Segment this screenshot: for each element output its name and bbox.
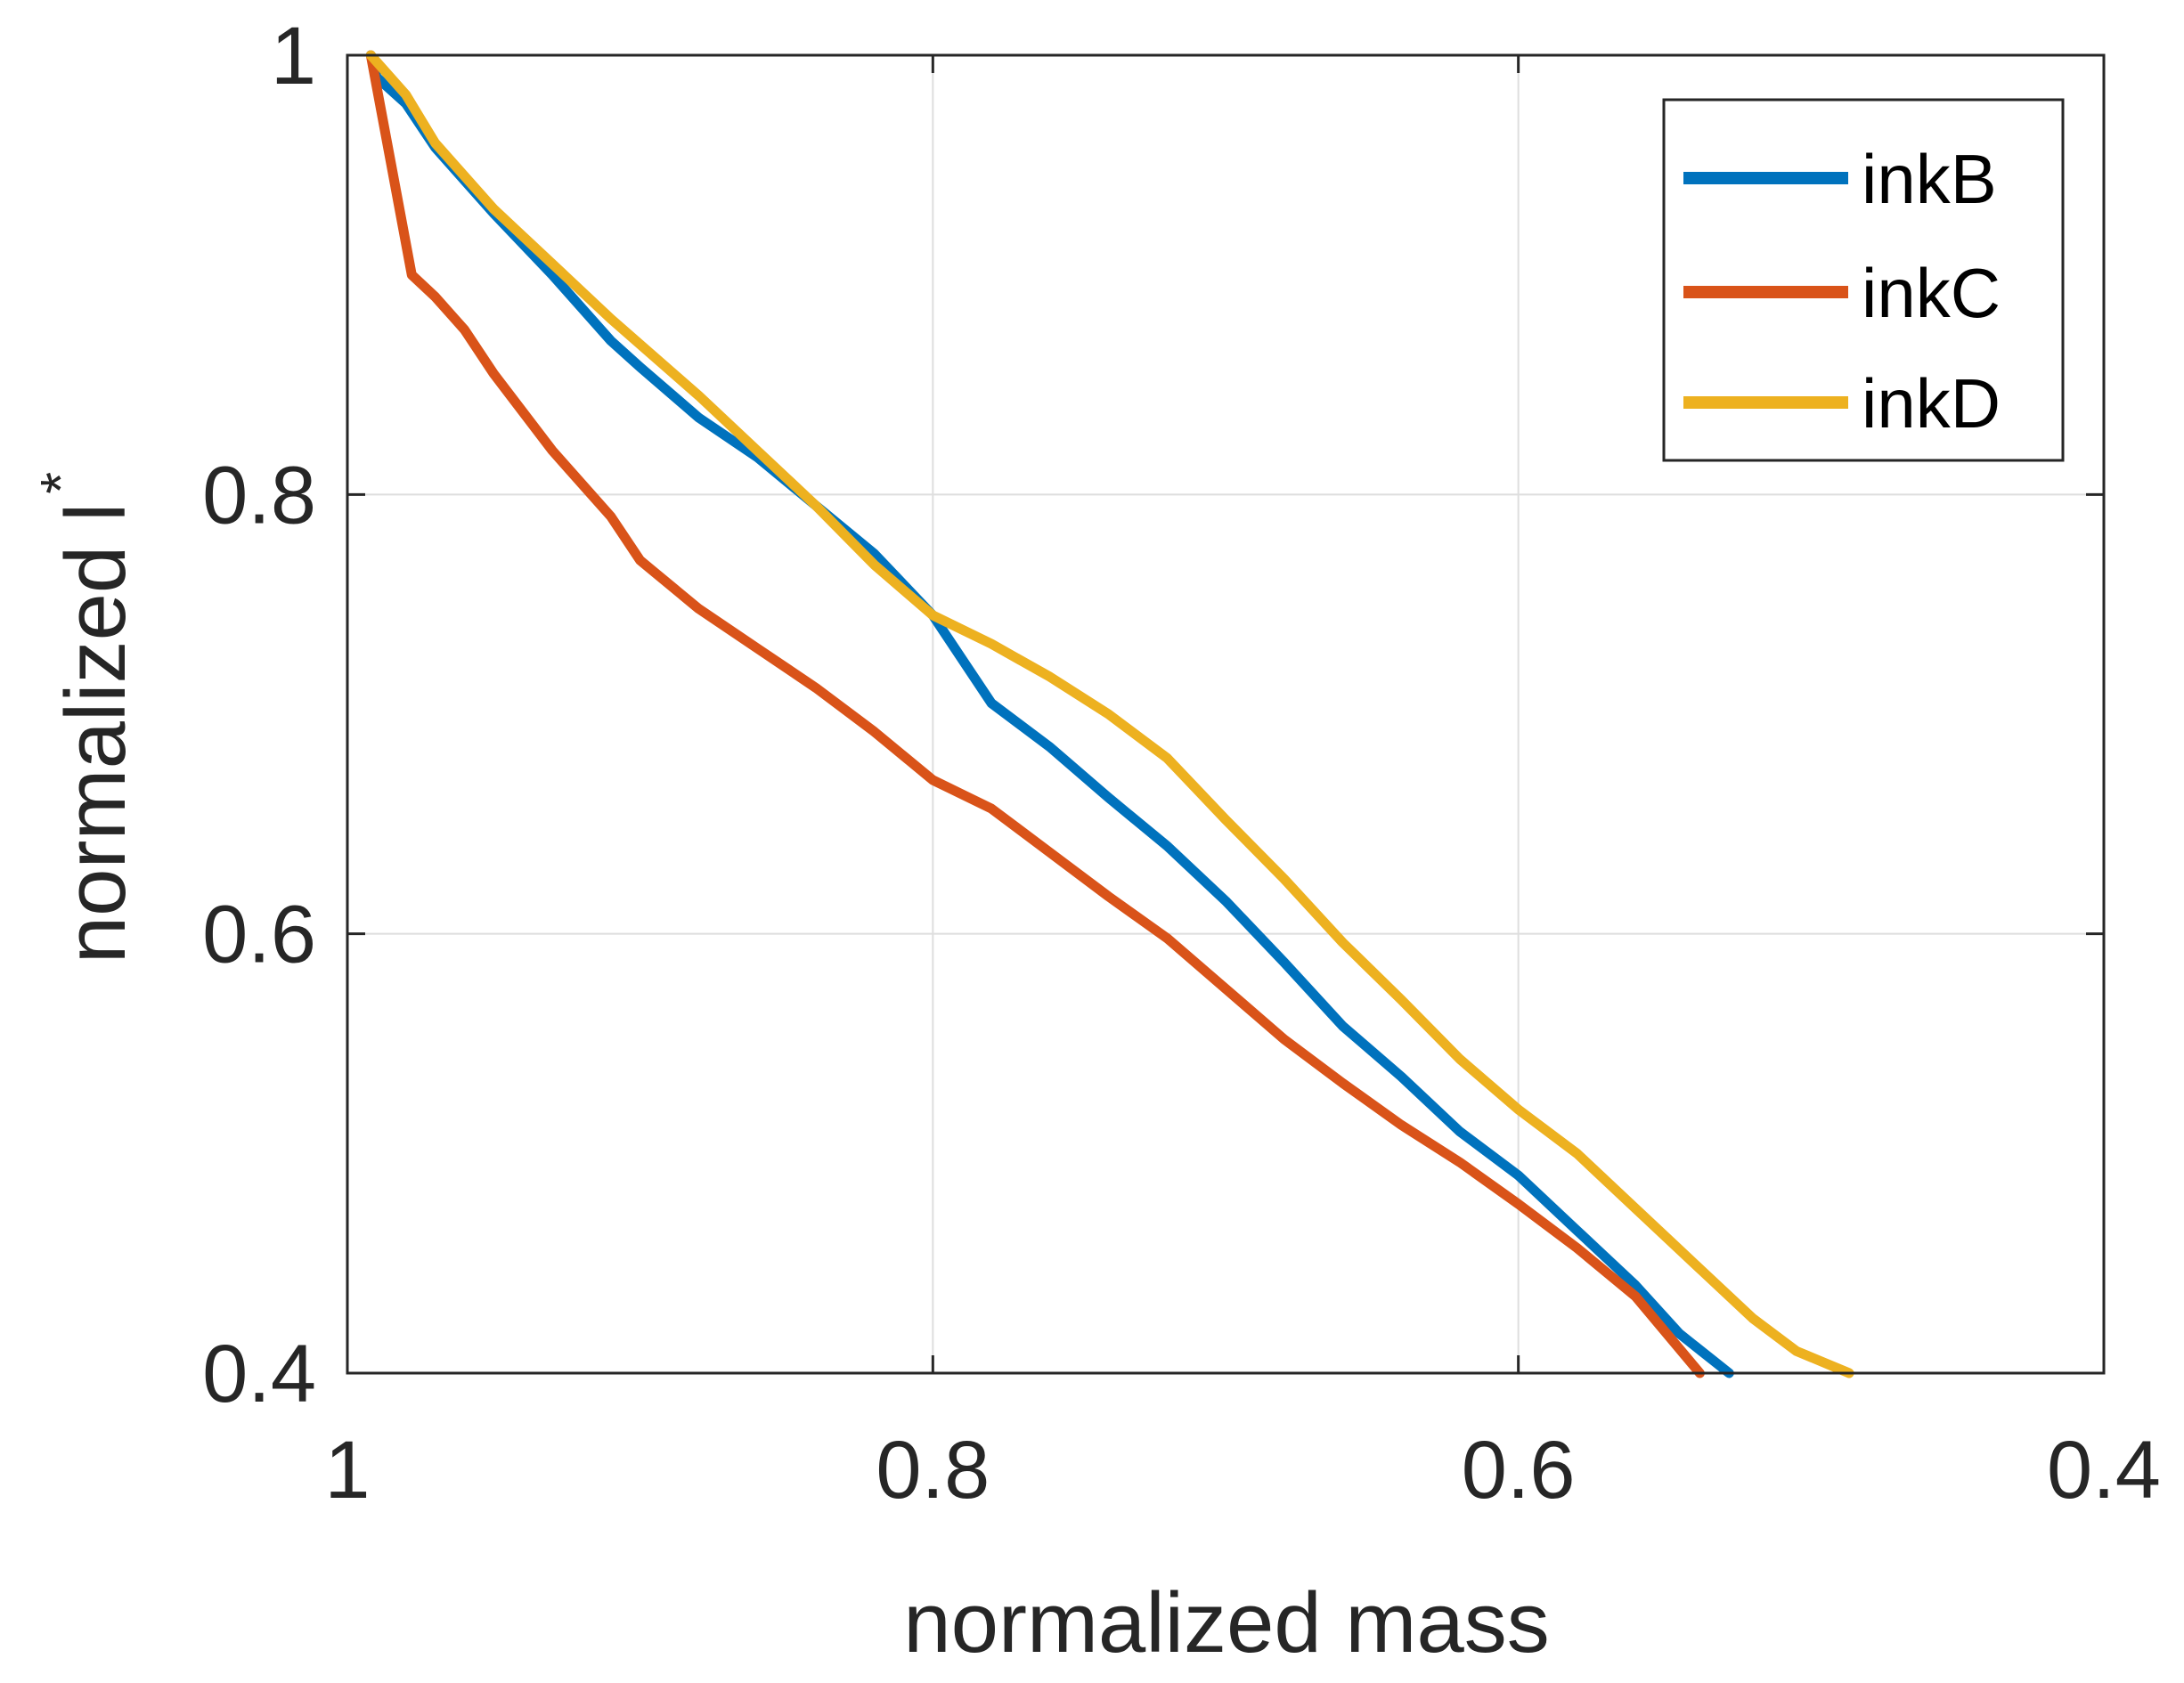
y-axis-label-superscript: * — [29, 472, 93, 494]
series-line-inkC — [365, 50, 1705, 1378]
x-tick-label: 0.4 — [2047, 1425, 2161, 1516]
y-tick-label: 1 — [271, 11, 316, 102]
x-tick-label: 0.6 — [1462, 1425, 1576, 1516]
y-tick-label: 0.4 — [202, 1329, 316, 1419]
plot-area-frame — [346, 53, 2106, 1375]
y-tick-label: 0.6 — [202, 890, 316, 980]
legend-label-inkC: inkC — [1862, 254, 2001, 332]
legend-label-inkB: inkB — [1862, 140, 1997, 218]
y-tick-labels: 0.4 0.6 0.8 1 — [202, 11, 316, 1419]
x-tick-labels: 1 0.8 0.6 0.4 — [324, 1425, 2161, 1516]
y-axis-label-group: normalized l * — [29, 472, 143, 963]
legend-label-inkD: inkD — [1862, 364, 2001, 443]
legend: inkB inkC inkD — [1662, 98, 2065, 462]
y-axis-label: normalized l * — [29, 472, 143, 963]
y-tick-label: 0.8 — [202, 450, 316, 541]
series-lines — [365, 50, 1854, 1378]
x-axis-label: normalized mass — [903, 1575, 1550, 1671]
series-line-inkD — [365, 50, 1854, 1378]
x-tick-label: 0.8 — [876, 1425, 990, 1516]
x-tick-label: 1 — [324, 1425, 370, 1516]
y-axis-label-text: normalized l — [48, 503, 143, 964]
series-line-inkB — [365, 50, 1734, 1378]
axis-ticks — [346, 53, 2106, 1375]
